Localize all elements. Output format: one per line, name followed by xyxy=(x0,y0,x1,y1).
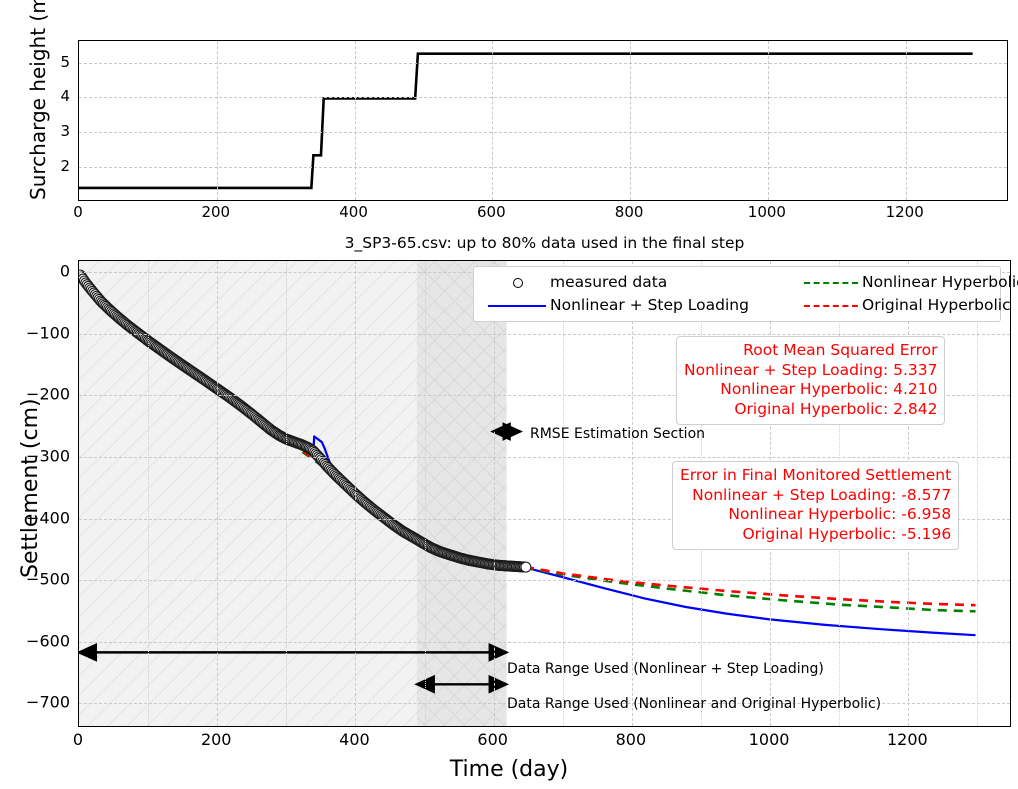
main-chart-xlabel: Time (day) xyxy=(0,757,1018,782)
gridline-h xyxy=(79,642,1010,643)
final-error-annotation-box: Error in Final Monitored Settlement Nonl… xyxy=(672,461,959,550)
gridline-v xyxy=(632,261,633,726)
gridline-v-minor xyxy=(148,261,149,726)
xtick-label: 600 xyxy=(477,730,508,749)
gridline-h xyxy=(79,132,1007,133)
xtick-label: 400 xyxy=(339,730,370,749)
xtick-label: 1200 xyxy=(886,203,924,221)
main-chart-ylabel: Settlement (cm) xyxy=(18,398,43,578)
legend-label-nonlinear-hyperbolic: Nonlinear Hyperbolic xyxy=(862,273,1018,291)
xtick-label: 1200 xyxy=(887,730,928,749)
xtick-label: 0 xyxy=(73,730,83,749)
ytick-label: −200 xyxy=(18,385,70,404)
xtick-label: 1000 xyxy=(749,730,790,749)
legend-label-nonlinear-step-loading: Nonlinear + Step Loading xyxy=(550,296,800,314)
ytick-label: −700 xyxy=(18,693,70,712)
rmse-box-line2: Nonlinear Hyperbolic: 4.210 xyxy=(684,380,937,400)
ytick-label: 3 xyxy=(42,122,70,140)
gridline-v xyxy=(217,41,218,200)
ytick-label: −500 xyxy=(18,570,70,589)
final-box-line3: Original Hyperbolic: -5.196 xyxy=(680,525,951,545)
original-hyperbolic-line xyxy=(800,297,862,313)
data-range-hyperbolic-label: Data Range Used (Nonlinear and Original … xyxy=(507,696,881,712)
chart-title: 3_SP3-65.csv: up to 80% data used in the… xyxy=(78,234,1011,252)
legend-label-measured-data: measured data xyxy=(550,273,800,291)
nonlinear-hyperbolic-line xyxy=(800,274,862,290)
ytick-label: 2 xyxy=(42,157,70,175)
figure-canvas: Surcharge height (m) 2345 02004006008001… xyxy=(0,0,1018,789)
measured-data-point xyxy=(521,562,531,572)
gridline-v-minor xyxy=(425,261,426,726)
gridline-v xyxy=(768,41,769,200)
ytick-label: 5 xyxy=(42,53,70,71)
xtick-label: 400 xyxy=(339,203,368,221)
chart-legend[interactable]: measured data Nonlinear Hyperbolic Nonli… xyxy=(473,266,1001,322)
ytick-label: −100 xyxy=(18,323,70,342)
final-box-title: Error in Final Monitored Settlement xyxy=(680,466,951,486)
gridline-v xyxy=(355,261,356,726)
data-range-step-loading-label: Data Range Used (Nonlinear + Step Loadin… xyxy=(507,661,824,677)
gridline-h xyxy=(79,457,1010,458)
gridline-v xyxy=(492,41,493,200)
xtick-label: 0 xyxy=(73,203,83,221)
nonlinear-step-loading-line xyxy=(484,297,550,313)
surcharge-step-curve xyxy=(79,41,1007,200)
gridline-v xyxy=(630,41,631,200)
measured-data-marker xyxy=(484,274,550,290)
xtick-label: 200 xyxy=(201,203,230,221)
gridline-h xyxy=(79,63,1007,64)
gridline-h xyxy=(79,334,1010,335)
ytick-label: 0 xyxy=(18,262,70,281)
legend-label-original-hyperbolic: Original Hyperbolic xyxy=(862,296,1018,314)
rmse-box-line1: Nonlinear + Step Loading: 5.337 xyxy=(684,361,937,381)
gridline-v xyxy=(906,41,907,200)
ytick-label: −400 xyxy=(18,508,70,527)
xtick-label: 800 xyxy=(615,203,644,221)
gridline-h xyxy=(79,580,1010,581)
gridline-v-minor xyxy=(977,261,978,726)
xtick-label: 200 xyxy=(201,730,232,749)
final-box-line1: Nonlinear + Step Loading: -8.577 xyxy=(680,486,951,506)
gridline-v-minor xyxy=(286,261,287,726)
surcharge-plot-area xyxy=(78,40,1008,201)
xtick-label: 1000 xyxy=(748,203,786,221)
gridline-v xyxy=(217,261,218,726)
rmse-annotation-box: Root Mean Squared Error Nonlinear + Step… xyxy=(676,336,945,425)
rmse-box-title: Root Mean Squared Error xyxy=(684,341,937,361)
rmse-section-label: RMSE Estimation Section xyxy=(530,426,705,442)
ytick-label: 4 xyxy=(42,87,70,105)
rmse-box-line3: Original Hyperbolic: 2.842 xyxy=(684,400,937,420)
xtick-label: 600 xyxy=(477,203,506,221)
ytick-label: −300 xyxy=(18,446,70,465)
ytick-label: −600 xyxy=(18,631,70,650)
xtick-label: 800 xyxy=(616,730,647,749)
final-box-line2: Nonlinear Hyperbolic: -6.958 xyxy=(680,505,951,525)
gridline-v-minor xyxy=(563,261,564,726)
gridline-v xyxy=(494,261,495,726)
gridline-h xyxy=(79,167,1007,168)
gridline-h xyxy=(79,97,1007,98)
gridline-v xyxy=(355,41,356,200)
